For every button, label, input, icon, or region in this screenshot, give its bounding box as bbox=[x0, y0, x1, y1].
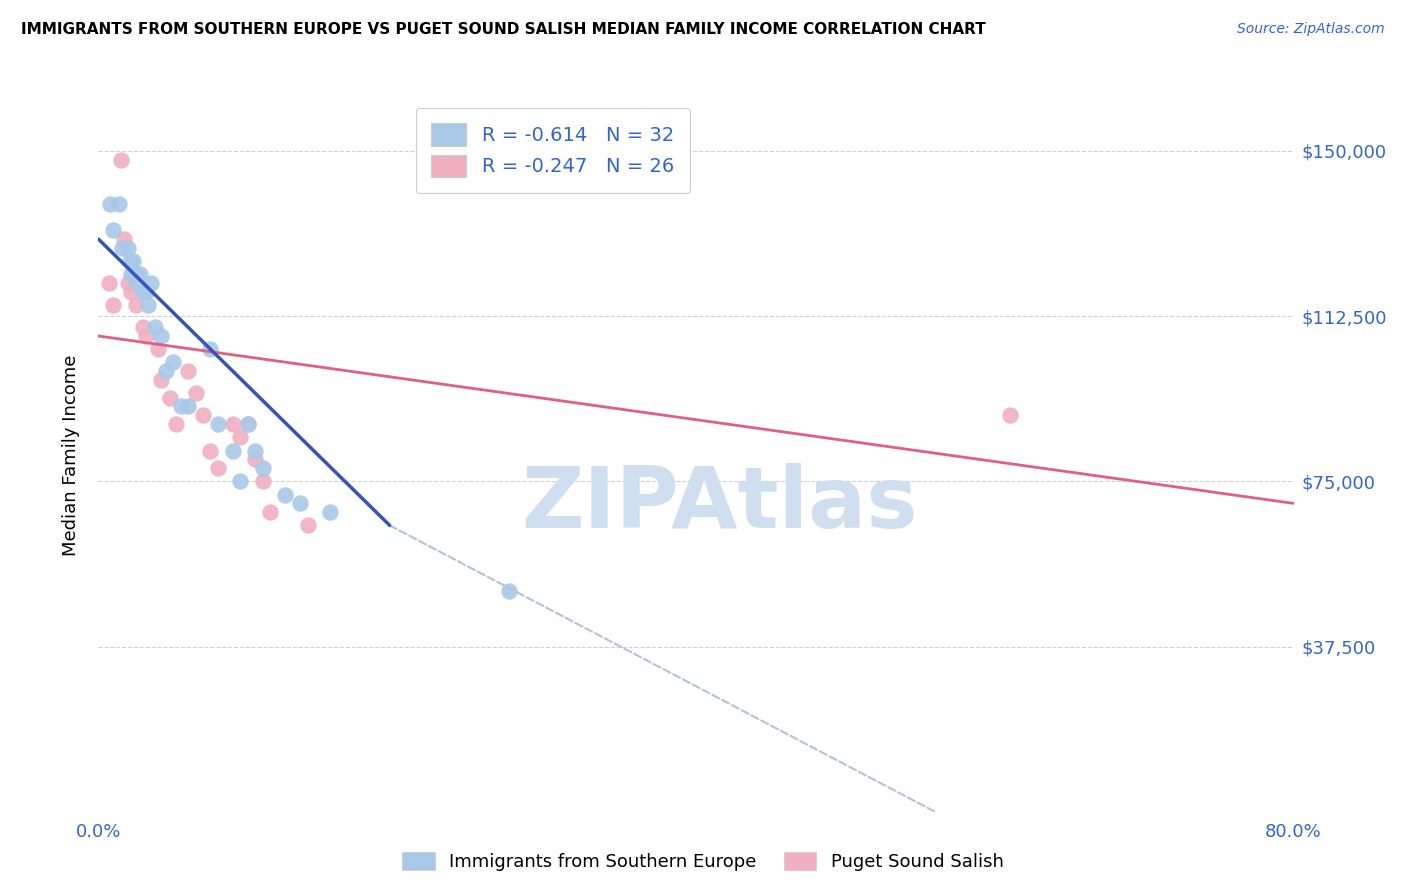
Text: Source: ZipAtlas.com: Source: ZipAtlas.com bbox=[1237, 22, 1385, 37]
Point bbox=[120, 285, 142, 299]
Point bbox=[245, 443, 267, 458]
Point bbox=[252, 475, 274, 489]
Point bbox=[998, 409, 1021, 423]
Point bbox=[97, 276, 120, 290]
Point bbox=[136, 298, 159, 312]
Point bbox=[229, 430, 252, 444]
Point bbox=[177, 364, 200, 378]
Point bbox=[274, 487, 297, 501]
Point bbox=[150, 373, 173, 387]
Point bbox=[118, 254, 141, 268]
Point bbox=[222, 417, 245, 431]
Point bbox=[121, 254, 143, 268]
Text: IMMIGRANTS FROM SOUTHERN EUROPE VS PUGET SOUND SALISH MEDIAN FAMILY INCOME CORRE: IMMIGRANTS FROM SOUTHERN EUROPE VS PUGET… bbox=[21, 22, 986, 37]
Point bbox=[259, 505, 281, 519]
Point bbox=[207, 461, 229, 475]
Point bbox=[143, 320, 166, 334]
Point bbox=[132, 320, 155, 334]
Point bbox=[200, 443, 222, 458]
Point bbox=[236, 417, 259, 431]
Point bbox=[200, 342, 222, 356]
Point bbox=[236, 417, 259, 431]
Point bbox=[159, 391, 181, 405]
Point bbox=[288, 496, 311, 510]
Point bbox=[112, 232, 135, 246]
Point bbox=[117, 241, 139, 255]
Point bbox=[127, 276, 149, 290]
Point bbox=[222, 443, 245, 458]
Y-axis label: Median Family Income: Median Family Income bbox=[62, 354, 80, 556]
Point bbox=[120, 268, 142, 282]
Point bbox=[252, 461, 274, 475]
Point bbox=[148, 342, 170, 356]
Point bbox=[155, 364, 177, 378]
Point bbox=[132, 285, 155, 299]
Point bbox=[108, 197, 131, 211]
Point bbox=[207, 417, 229, 431]
Point bbox=[297, 518, 319, 533]
Point bbox=[162, 355, 184, 369]
Point bbox=[129, 268, 152, 282]
Point bbox=[191, 409, 214, 423]
Point bbox=[165, 417, 187, 431]
Point bbox=[103, 223, 125, 237]
Point bbox=[319, 505, 342, 519]
Point bbox=[245, 452, 267, 467]
Point bbox=[184, 386, 207, 401]
Text: ZIPAtlas: ZIPAtlas bbox=[522, 463, 918, 547]
Point bbox=[498, 584, 520, 599]
Point bbox=[110, 153, 132, 167]
Point bbox=[125, 268, 148, 282]
Point bbox=[135, 285, 157, 299]
Point bbox=[100, 197, 122, 211]
Point bbox=[229, 475, 252, 489]
Point bbox=[117, 276, 139, 290]
Legend: R = -0.614   N = 32, R = -0.247   N = 26: R = -0.614 N = 32, R = -0.247 N = 26 bbox=[416, 108, 689, 193]
Point bbox=[135, 329, 157, 343]
Point bbox=[150, 329, 173, 343]
Point bbox=[125, 298, 148, 312]
Point bbox=[139, 276, 162, 290]
Point bbox=[103, 298, 125, 312]
Point bbox=[111, 241, 134, 255]
Legend: Immigrants from Southern Europe, Puget Sound Salish: Immigrants from Southern Europe, Puget S… bbox=[395, 846, 1011, 879]
Point bbox=[177, 400, 200, 414]
Point bbox=[169, 400, 191, 414]
